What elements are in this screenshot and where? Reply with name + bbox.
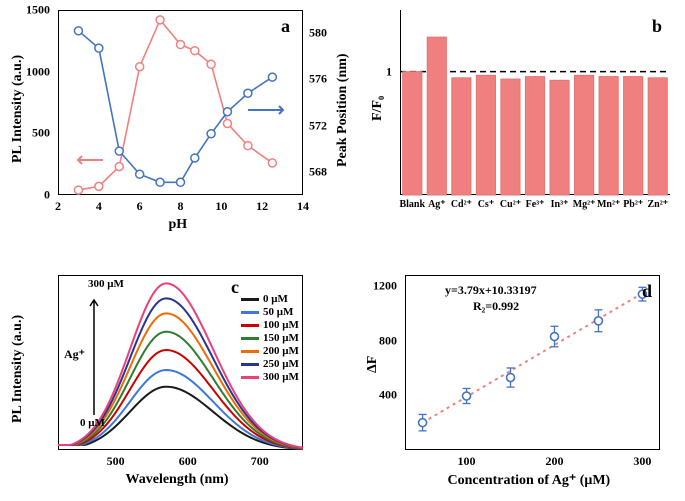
bar-cat: Pb²⁺: [623, 199, 643, 210]
r2: R₂=0.992: [473, 299, 519, 314]
legend-label: 250 μM: [263, 358, 299, 370]
legend-label: 300 μM: [263, 371, 299, 383]
legend-line: [241, 363, 259, 366]
legend-row: 200 μM: [241, 345, 299, 357]
x-tick: 14: [297, 199, 309, 214]
panel-a-svg: [58, 10, 303, 195]
legend-row: 100 μM: [241, 319, 299, 331]
legend-label: 150 μM: [263, 332, 299, 344]
bar-cat: Mg²⁺: [573, 199, 596, 210]
x-label: Wavelength (nm): [126, 472, 229, 488]
bar-cat: Cu²⁺: [500, 199, 521, 210]
legend-line: [241, 324, 259, 327]
x-tick: 300: [633, 454, 651, 469]
fit-eq: y=3.79x+10.33197: [445, 283, 537, 298]
x-label: Concentration of Ag⁺ (μM): [448, 472, 611, 489]
legend-line: [241, 337, 259, 340]
legend-line: [241, 376, 259, 379]
y-label: ΔF: [365, 355, 381, 372]
bar-cat: Cd²⁺: [451, 199, 472, 210]
panel-d-svg: [405, 275, 660, 450]
y-label-right: Peak Position (nm): [335, 53, 351, 167]
x-tick: 4: [96, 199, 102, 214]
y-tick: 1: [386, 64, 392, 79]
legend-row: 0 μM: [241, 293, 299, 305]
legend-line: [241, 350, 259, 353]
legend-row: 300 μM: [241, 371, 299, 383]
arrow-bot: 0 μM: [80, 417, 105, 429]
x-tick: 100: [458, 454, 476, 469]
y-tick-right: 572: [309, 118, 327, 133]
y-tick: 400: [379, 388, 397, 403]
x-tick: 8: [178, 199, 184, 214]
legend-row: 250 μM: [241, 358, 299, 370]
legend-label: 200 μM: [263, 345, 299, 357]
y-tick-left: 0: [10, 188, 50, 203]
legend: 0 μM50 μM100 μM150 μM200 μM250 μM300 μM: [241, 293, 299, 383]
x-tick: 200: [545, 454, 563, 469]
bar-cat: In³⁺: [551, 199, 569, 210]
bar-cat: Zn²⁺: [647, 199, 668, 210]
arrow-mid: Ag⁺: [64, 347, 85, 362]
panel-a-label: a: [281, 16, 290, 37]
x-tick: 600: [179, 454, 197, 469]
panel-c-label: c: [231, 277, 239, 298]
legend-line: [241, 311, 259, 314]
bar-cat: Cs⁺: [478, 199, 494, 210]
panel-d-label: d: [642, 281, 652, 302]
panel-b-svg: [400, 10, 670, 195]
legend-row: 50 μM: [241, 306, 299, 318]
legend-line: [241, 298, 259, 301]
legend-label: 0 μM: [263, 293, 288, 305]
legend-label: 100 μM: [263, 319, 299, 331]
arrow-top: 300 μM: [88, 278, 124, 290]
x-label: pH: [169, 217, 188, 233]
y-tick-right: 576: [309, 72, 327, 87]
bar-cat: Fe³⁺: [526, 199, 545, 210]
x-tick: 500: [107, 454, 125, 469]
legend-row: 150 μM: [241, 332, 299, 344]
bar-cat: Mn²⁺: [597, 199, 620, 210]
y-tick-right: 580: [309, 26, 327, 41]
y-label: F/F₀: [370, 95, 386, 120]
y-label-left: PL Intensity (a.u.): [10, 54, 26, 162]
y-tick-right: 568: [309, 164, 327, 179]
bar-cat: Blank: [399, 199, 425, 210]
x-tick: 700: [251, 454, 269, 469]
y-tick: 800: [379, 333, 397, 348]
x-tick: 10: [215, 199, 227, 214]
figure-container: 2468101214050010001500568572576580pHPL I…: [0, 0, 685, 501]
x-tick: 12: [256, 199, 268, 214]
y-tick: 1200: [373, 278, 397, 293]
x-tick: 6: [137, 199, 143, 214]
legend-label: 50 μM: [263, 306, 293, 318]
y-label: PL Intensity (a.u.): [10, 314, 26, 422]
y-tick-left: 1500: [10, 3, 50, 18]
panel-b-label: b: [652, 16, 662, 37]
x-tick: 2: [55, 199, 61, 214]
bar-cat: Ag⁺: [428, 199, 446, 210]
